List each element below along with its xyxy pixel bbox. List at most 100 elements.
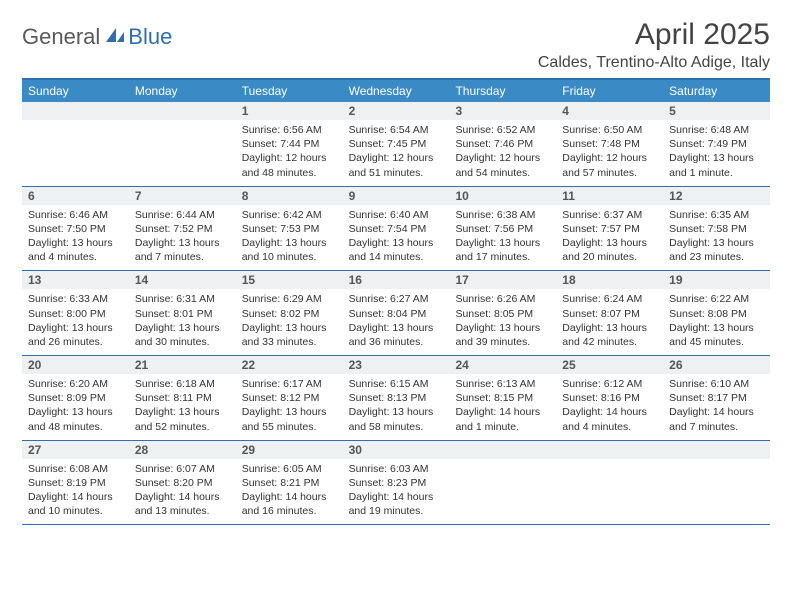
logo-text-general: General	[22, 24, 100, 50]
day-cell	[663, 441, 770, 525]
day-body: Sunrise: 6:46 AMSunset: 7:50 PMDaylight:…	[22, 205, 129, 271]
sunrise-line: Sunrise: 6:15 AM	[349, 377, 444, 391]
day-cell: 3Sunrise: 6:52 AMSunset: 7:46 PMDaylight…	[449, 102, 556, 186]
day-cell: 28Sunrise: 6:07 AMSunset: 8:20 PMDayligh…	[129, 441, 236, 525]
sunset-line: Sunset: 7:44 PM	[242, 137, 337, 151]
day-number: 28	[129, 441, 236, 459]
day-cell: 21Sunrise: 6:18 AMSunset: 8:11 PMDayligh…	[129, 356, 236, 440]
day-body: Sunrise: 6:22 AMSunset: 8:08 PMDaylight:…	[663, 289, 770, 355]
day-body: Sunrise: 6:05 AMSunset: 8:21 PMDaylight:…	[236, 459, 343, 525]
dow-cell: Saturday	[663, 80, 770, 102]
sunrise-line: Sunrise: 6:05 AM	[242, 462, 337, 476]
empty-day-body	[449, 459, 556, 517]
day-number: 30	[343, 441, 450, 459]
daylight-line: Daylight: 13 hours and 1 minute.	[669, 151, 764, 179]
day-body: Sunrise: 6:33 AMSunset: 8:00 PMDaylight:…	[22, 289, 129, 355]
sunset-line: Sunset: 8:23 PM	[349, 476, 444, 490]
day-number: 13	[22, 271, 129, 289]
day-number: 15	[236, 271, 343, 289]
day-body: Sunrise: 6:48 AMSunset: 7:49 PMDaylight:…	[663, 120, 770, 186]
day-cell: 1Sunrise: 6:56 AMSunset: 7:44 PMDaylight…	[236, 102, 343, 186]
day-number: 6	[22, 187, 129, 205]
empty-day-body	[663, 459, 770, 517]
daylight-line: Daylight: 12 hours and 51 minutes.	[349, 151, 444, 179]
daylight-line: Daylight: 13 hours and 45 minutes.	[669, 321, 764, 349]
day-cell	[449, 441, 556, 525]
sunset-line: Sunset: 8:16 PM	[562, 391, 657, 405]
day-cell: 14Sunrise: 6:31 AMSunset: 8:01 PMDayligh…	[129, 271, 236, 355]
day-number: 12	[663, 187, 770, 205]
day-body: Sunrise: 6:29 AMSunset: 8:02 PMDaylight:…	[236, 289, 343, 355]
daylight-line: Daylight: 13 hours and 10 minutes.	[242, 236, 337, 264]
sunset-line: Sunset: 8:20 PM	[135, 476, 230, 490]
sunset-line: Sunset: 8:04 PM	[349, 307, 444, 321]
day-cell: 4Sunrise: 6:50 AMSunset: 7:48 PMDaylight…	[556, 102, 663, 186]
sunset-line: Sunset: 8:08 PM	[669, 307, 764, 321]
day-number: 14	[129, 271, 236, 289]
sunset-line: Sunset: 7:53 PM	[242, 222, 337, 236]
sunrise-line: Sunrise: 6:22 AM	[669, 292, 764, 306]
day-body: Sunrise: 6:10 AMSunset: 8:17 PMDaylight:…	[663, 374, 770, 440]
logo-sail-icon	[104, 26, 126, 49]
sunrise-line: Sunrise: 6:26 AM	[455, 292, 550, 306]
daylight-line: Daylight: 14 hours and 7 minutes.	[669, 405, 764, 433]
day-cell: 9Sunrise: 6:40 AMSunset: 7:54 PMDaylight…	[343, 187, 450, 271]
day-body: Sunrise: 6:08 AMSunset: 8:19 PMDaylight:…	[22, 459, 129, 525]
header-row: General Blue April 2025 Caldes, Trentino…	[22, 18, 770, 72]
day-cell: 12Sunrise: 6:35 AMSunset: 7:58 PMDayligh…	[663, 187, 770, 271]
day-body: Sunrise: 6:35 AMSunset: 7:58 PMDaylight:…	[663, 205, 770, 271]
day-body: Sunrise: 6:50 AMSunset: 7:48 PMDaylight:…	[556, 120, 663, 186]
day-cell: 6Sunrise: 6:46 AMSunset: 7:50 PMDaylight…	[22, 187, 129, 271]
dow-cell: Sunday	[22, 80, 129, 102]
day-body: Sunrise: 6:54 AMSunset: 7:45 PMDaylight:…	[343, 120, 450, 186]
day-body: Sunrise: 6:17 AMSunset: 8:12 PMDaylight:…	[236, 374, 343, 440]
day-of-week-header: SundayMondayTuesdayWednesdayThursdayFrid…	[22, 80, 770, 102]
sunset-line: Sunset: 7:49 PM	[669, 137, 764, 151]
day-body: Sunrise: 6:13 AMSunset: 8:15 PMDaylight:…	[449, 374, 556, 440]
sunset-line: Sunset: 7:50 PM	[28, 222, 123, 236]
day-number: 23	[343, 356, 450, 374]
sunrise-line: Sunrise: 6:40 AM	[349, 208, 444, 222]
day-body: Sunrise: 6:56 AMSunset: 7:44 PMDaylight:…	[236, 120, 343, 186]
sunset-line: Sunset: 7:48 PM	[562, 137, 657, 151]
daylight-line: Daylight: 12 hours and 48 minutes.	[242, 151, 337, 179]
dow-cell: Friday	[556, 80, 663, 102]
day-cell: 29Sunrise: 6:05 AMSunset: 8:21 PMDayligh…	[236, 441, 343, 525]
calendar-page: General Blue April 2025 Caldes, Trentino…	[0, 0, 792, 525]
location-text: Caldes, Trentino-Alto Adige, Italy	[538, 54, 770, 72]
week-row: 13Sunrise: 6:33 AMSunset: 8:00 PMDayligh…	[22, 271, 770, 356]
day-number: 22	[236, 356, 343, 374]
sunrise-line: Sunrise: 6:50 AM	[562, 123, 657, 137]
day-cell: 2Sunrise: 6:54 AMSunset: 7:45 PMDaylight…	[343, 102, 450, 186]
day-number: 19	[663, 271, 770, 289]
day-body: Sunrise: 6:52 AMSunset: 7:46 PMDaylight:…	[449, 120, 556, 186]
day-body: Sunrise: 6:40 AMSunset: 7:54 PMDaylight:…	[343, 205, 450, 271]
daylight-line: Daylight: 13 hours and 26 minutes.	[28, 321, 123, 349]
sunset-line: Sunset: 7:56 PM	[455, 222, 550, 236]
sunset-line: Sunset: 7:58 PM	[669, 222, 764, 236]
daylight-line: Daylight: 13 hours and 58 minutes.	[349, 405, 444, 433]
sunrise-line: Sunrise: 6:12 AM	[562, 377, 657, 391]
sunrise-line: Sunrise: 6:18 AM	[135, 377, 230, 391]
calendar-grid: SundayMondayTuesdayWednesdayThursdayFrid…	[22, 78, 770, 525]
week-row: 20Sunrise: 6:20 AMSunset: 8:09 PMDayligh…	[22, 356, 770, 441]
day-body: Sunrise: 6:18 AMSunset: 8:11 PMDaylight:…	[129, 374, 236, 440]
day-cell: 25Sunrise: 6:12 AMSunset: 8:16 PMDayligh…	[556, 356, 663, 440]
daylight-line: Daylight: 14 hours and 16 minutes.	[242, 490, 337, 518]
daylight-line: Daylight: 12 hours and 57 minutes.	[562, 151, 657, 179]
day-cell: 7Sunrise: 6:44 AMSunset: 7:52 PMDaylight…	[129, 187, 236, 271]
sunset-line: Sunset: 8:07 PM	[562, 307, 657, 321]
daylight-line: Daylight: 13 hours and 52 minutes.	[135, 405, 230, 433]
day-number: 1	[236, 102, 343, 120]
day-cell: 20Sunrise: 6:20 AMSunset: 8:09 PMDayligh…	[22, 356, 129, 440]
day-cell: 11Sunrise: 6:37 AMSunset: 7:57 PMDayligh…	[556, 187, 663, 271]
empty-day-number	[663, 441, 770, 459]
day-body: Sunrise: 6:38 AMSunset: 7:56 PMDaylight:…	[449, 205, 556, 271]
sunrise-line: Sunrise: 6:29 AM	[242, 292, 337, 306]
day-body: Sunrise: 6:12 AMSunset: 8:16 PMDaylight:…	[556, 374, 663, 440]
sunrise-line: Sunrise: 6:52 AM	[455, 123, 550, 137]
sunrise-line: Sunrise: 6:44 AM	[135, 208, 230, 222]
day-number: 10	[449, 187, 556, 205]
day-number: 5	[663, 102, 770, 120]
sunset-line: Sunset: 8:02 PM	[242, 307, 337, 321]
